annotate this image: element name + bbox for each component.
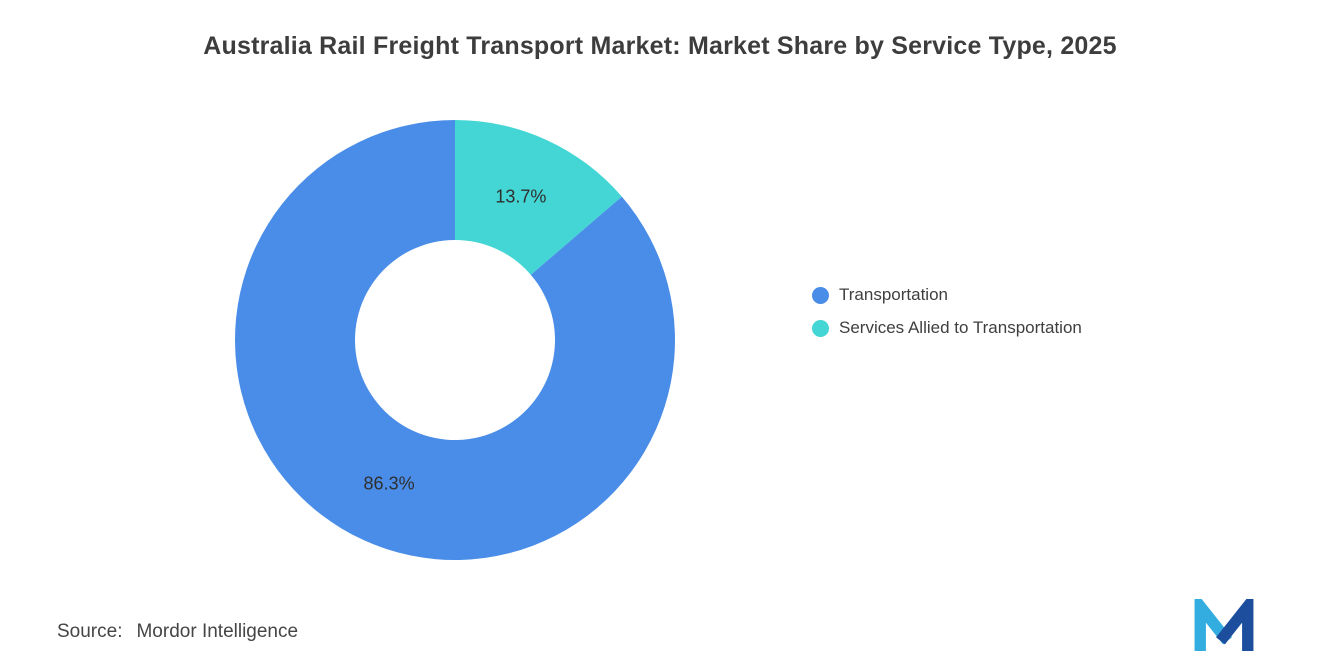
legend-swatch-transportation (812, 286, 829, 304)
slice-label-0: 86.3% (364, 474, 415, 494)
slice-label-1: 13.7% (495, 186, 546, 206)
legend-item-transportation: Transportation (812, 285, 1082, 305)
logo-right-stroke (1216, 599, 1254, 651)
legend-item-services-allied: Services Allied to Transportation (812, 318, 1082, 338)
chart-title: Australia Rail Freight Transport Market:… (203, 32, 1117, 60)
mordor-intelligence-logo (1194, 599, 1254, 651)
source-line: Source: Mordor Intelligence (57, 621, 298, 643)
legend: Transportation Services Allied to Transp… (812, 285, 1082, 338)
pie-slice-0 (234, 120, 675, 560)
pie-slice-1 (455, 120, 622, 275)
logo-left-stroke (1194, 599, 1232, 651)
source-value: Mordor Intelligence (136, 621, 299, 642)
legend-label-transportation: Transportation (839, 285, 948, 304)
legend-swatch-services-allied (812, 319, 829, 337)
source-label: Source: (57, 621, 123, 642)
legend-label-services-allied: Services Allied to Transportation (839, 318, 1082, 337)
